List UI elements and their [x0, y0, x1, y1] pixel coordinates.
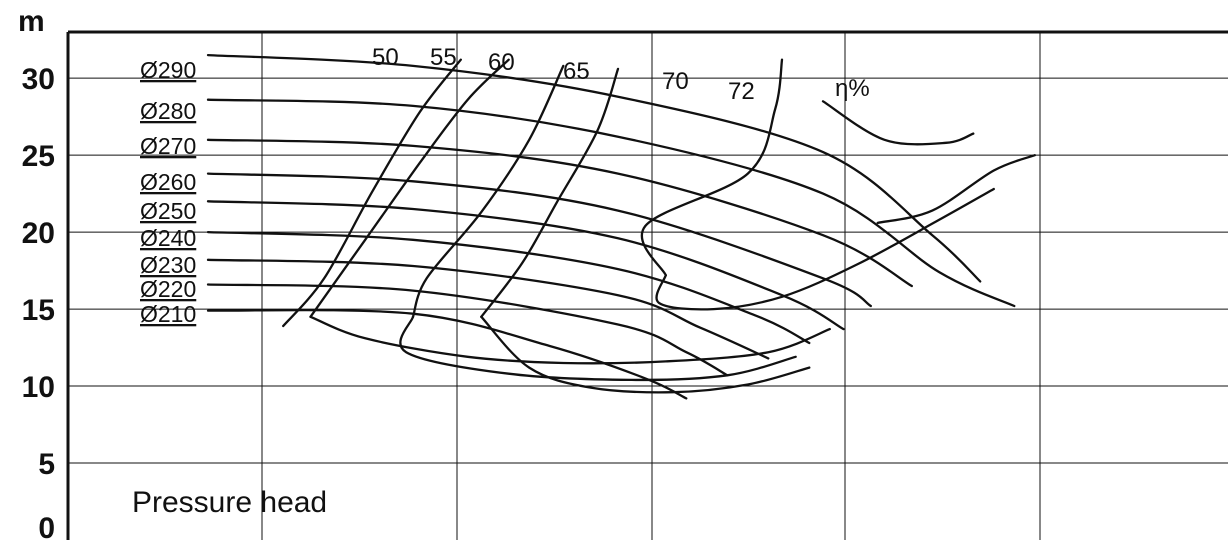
diameter-curve-Ø260 — [206, 172, 872, 308]
axes — [66, 30, 1228, 540]
diameter-label-Ø260: Ø260 — [140, 169, 196, 195]
diameter-label-Ø250: Ø250 — [140, 198, 196, 224]
y-tick-label-15: 15 — [22, 294, 55, 327]
y-axis-unit-label: m — [18, 5, 45, 38]
efficiency-loop-65 — [480, 315, 811, 394]
efficiency-loop-55 — [309, 315, 831, 365]
pressure-head-label: Pressure head — [132, 486, 327, 519]
efficiency-curve-72 — [821, 100, 975, 146]
y-tick-label-5: 5 — [38, 448, 55, 481]
diameter-curve-Ø280 — [206, 98, 1016, 308]
diameter-curve-Ø250 — [206, 200, 845, 331]
diameter-label-Ø290: Ø290 — [140, 57, 196, 83]
efficiency-curve-65 — [480, 67, 620, 318]
efficiency-curve-70 — [640, 58, 784, 277]
efficiency-loop-72 — [876, 154, 1036, 225]
diameter-curve-Ø220 — [206, 283, 729, 377]
diameter-label-Ø280: Ø280 — [140, 98, 196, 124]
efficiency-unit-label: η% — [835, 75, 870, 102]
y-tick-label-30: 30 — [22, 63, 55, 96]
efficiency-label-72: 72 — [728, 78, 755, 105]
efficiency-label-50: 50 — [372, 44, 399, 71]
efficiency-loop-60 — [399, 315, 797, 382]
efficiency-curve-60 — [411, 64, 565, 318]
diameter-label-Ø270: Ø270 — [140, 133, 196, 159]
diameter-curve-Ø290 — [206, 53, 982, 283]
efficiency-label-55: 55 — [430, 44, 457, 71]
diameter-curve-Ø270 — [206, 138, 913, 288]
labels: 0 5 10 15 20 25 30 Ø290 Ø280 Ø270 Ø260 Ø250Ø240Ø230… — [22, 44, 755, 540]
efficiency-label-60: 60 — [488, 49, 515, 76]
efficiency-label-70: 70 — [662, 68, 689, 95]
y-tick-label-10: 10 — [22, 371, 55, 404]
diameter-label-Ø230: Ø230 — [140, 252, 196, 278]
y-tick-label-20: 20 — [22, 217, 55, 250]
diameter-label-Ø220: Ø220 — [140, 276, 196, 302]
efficiency-loop-70 — [655, 187, 995, 311]
diameter-curve-Ø240 — [206, 230, 811, 345]
y-tick-label-25: 25 — [22, 140, 55, 173]
efficiency-label-65: 65 — [563, 58, 590, 85]
efficiency-curve-50 — [282, 58, 462, 328]
diameter-label-Ø240: Ø240 — [140, 225, 196, 251]
y-tick-label-0: 0 — [38, 512, 55, 540]
diameter-curve-Ø210 — [206, 308, 688, 400]
curves — [206, 53, 1036, 400]
diameter-curve-Ø230 — [206, 258, 770, 360]
efficiency-curve-55 — [309, 58, 510, 318]
diameter-label-Ø210: Ø210 — [140, 301, 196, 327]
